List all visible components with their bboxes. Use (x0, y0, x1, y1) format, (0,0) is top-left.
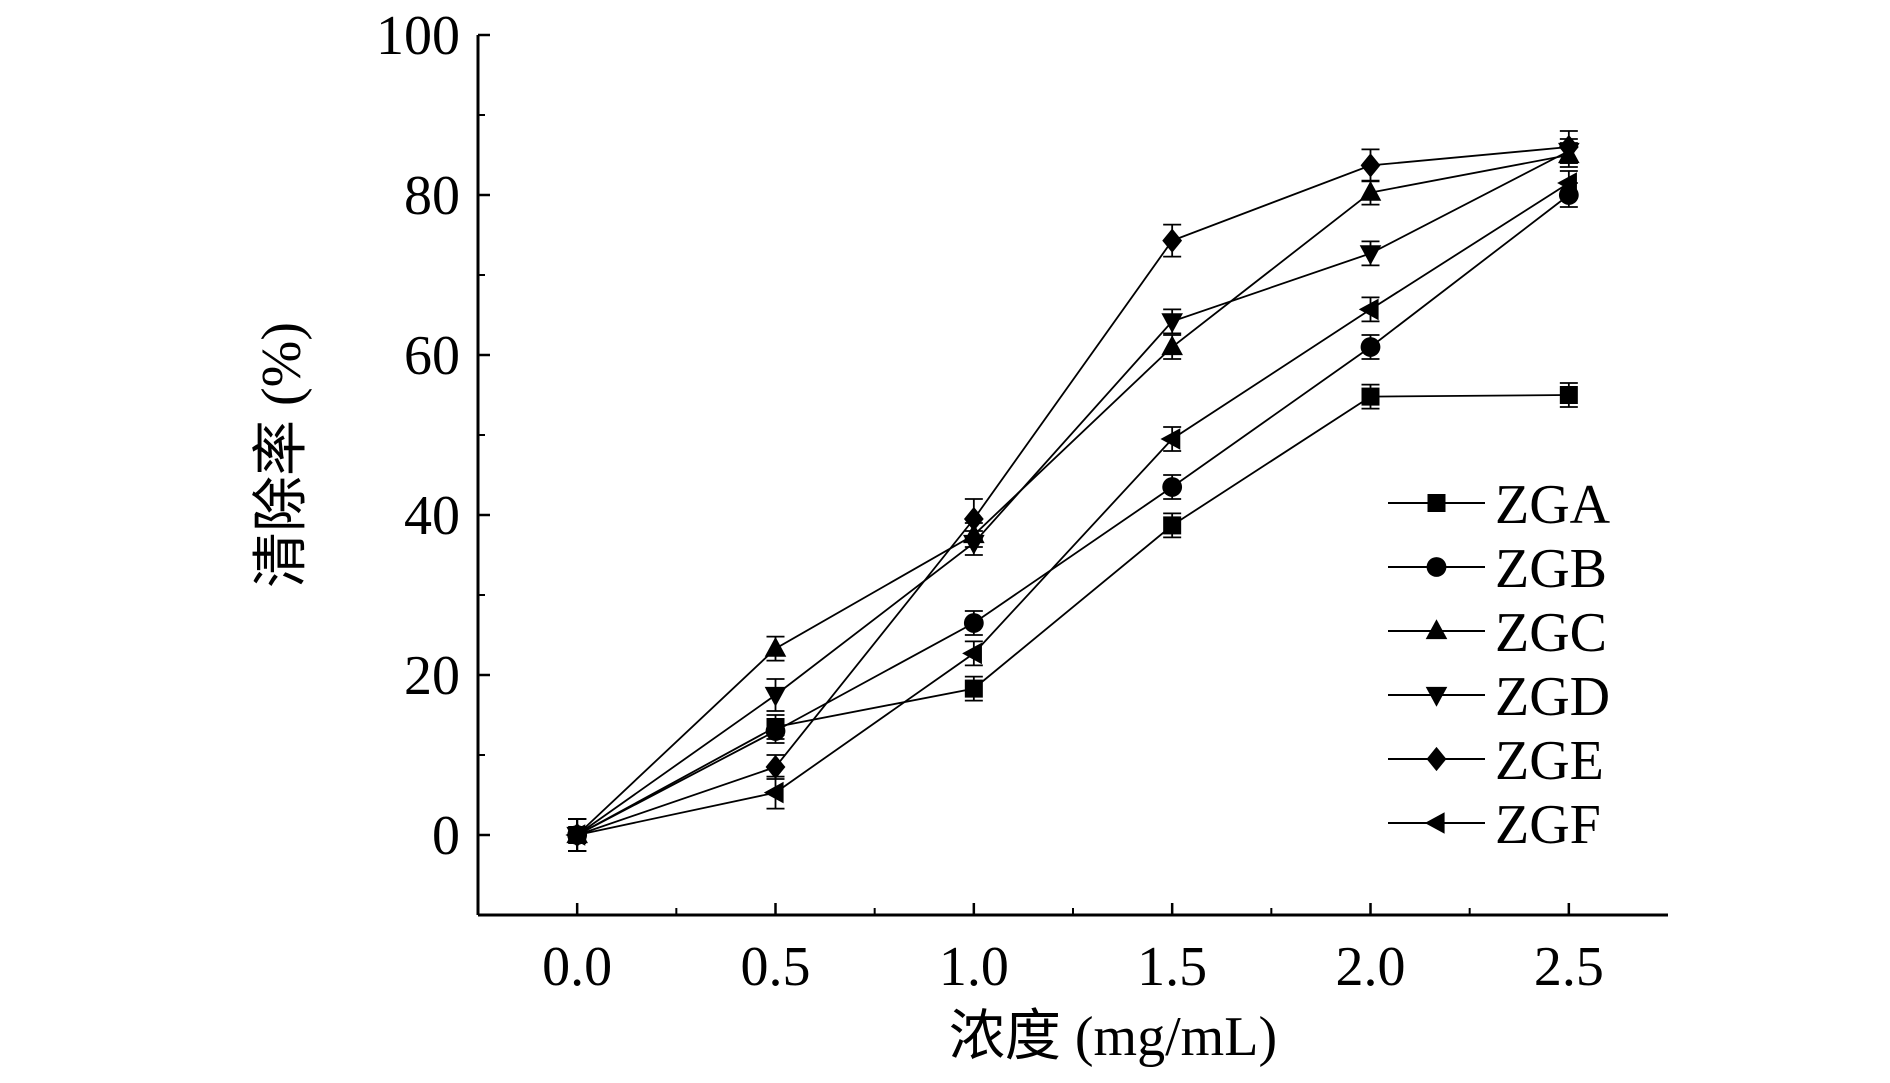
data-point-zgb (963, 613, 984, 633)
y-tick-label: 100 (376, 5, 460, 67)
data-point-zgd (1161, 313, 1183, 334)
series-zgb (567, 182, 1579, 852)
legend-item-zgd: ZGD (1388, 666, 1610, 728)
legend-label-zgc: ZGC (1495, 602, 1607, 664)
x-tick-label: 1.0 (939, 936, 1009, 998)
legend-marker-zgf (1424, 812, 1445, 834)
data-point-zge (1360, 153, 1381, 178)
series-layer (565, 130, 1580, 852)
series-line-zgc (576, 154, 1570, 836)
data-point-zgf (1160, 428, 1181, 450)
data-point-zgf (1358, 298, 1379, 321)
series-line-zge (576, 146, 1569, 836)
series-line-zgf (576, 182, 1570, 836)
data-point-zge (1162, 228, 1183, 253)
data-point-zgf (763, 781, 784, 804)
legend-item-zge: ZGE (1388, 730, 1604, 792)
legend-label-zga: ZGA (1495, 474, 1611, 536)
series-zge (567, 130, 1579, 852)
legend-marker-zga (1427, 494, 1446, 512)
data-point-zgb (765, 721, 786, 741)
y-axis-title: 清除率 (%) (251, 322, 313, 588)
data-point-zgd (1359, 245, 1382, 266)
legend-item-zga: ZGA (1388, 474, 1611, 536)
legend-item-zgc: ZGC (1388, 602, 1607, 664)
data-point-zge (963, 506, 984, 532)
data-point-zgb (1162, 477, 1183, 497)
data-point-zge (765, 754, 786, 780)
x-tick-label: 0.0 (542, 936, 612, 998)
y-tick-label: 80 (404, 165, 460, 227)
data-point-zgc (1161, 335, 1183, 356)
x-tick-label: 2.0 (1336, 936, 1406, 998)
data-point-zga (1559, 386, 1578, 404)
data-point-zga (1163, 516, 1182, 535)
data-point-zgf (962, 642, 982, 665)
x-axis-title: 浓度 (mg/mL) (949, 1006, 1277, 1068)
y-tick-label: 0 (432, 805, 460, 867)
x-tick-label: 1.5 (1137, 936, 1207, 998)
data-point-zga (1361, 387, 1380, 406)
legend-item-zgb: ZGB (1388, 538, 1607, 600)
data-point-zgf (1557, 172, 1577, 194)
axes: 0.0 0.5 1.0 1.5 2.0 2.5 0 20 40 60 80 100 (376, 5, 1668, 998)
legend-label-zgf: ZGF (1495, 794, 1601, 856)
data-point-zga (964, 679, 983, 698)
y-tick-label: 40 (404, 485, 460, 547)
series-line-zga (576, 394, 1569, 836)
legend-marker-zge (1426, 746, 1447, 772)
y-tick-label: 60 (404, 325, 460, 387)
data-point-zgd (764, 686, 787, 707)
data-point-zgc (1359, 180, 1382, 201)
legend-label-zgd: ZGD (1495, 666, 1610, 728)
legend-label-zgb: ZGB (1495, 538, 1607, 600)
data-point-zgb (1360, 337, 1381, 357)
legend-marker-zgd (1425, 686, 1448, 707)
data-point-zgc (764, 636, 787, 657)
legend-marker-zgc (1425, 619, 1448, 640)
series-zga (568, 382, 1578, 852)
data-point-zge (1558, 134, 1579, 160)
x-tick-label: 2.5 (1534, 936, 1604, 998)
legend-item-zgf: ZGF (1388, 794, 1601, 856)
y-tick-label: 20 (404, 645, 460, 707)
data-point-zgf (565, 824, 586, 846)
legend-marker-zgb (1426, 557, 1447, 577)
series-line-zgb (576, 194, 1570, 836)
series-line-zgd (576, 150, 1570, 836)
x-tick-label: 0.5 (741, 936, 811, 998)
legend-label-zge: ZGE (1495, 730, 1604, 792)
series-zgf (565, 170, 1578, 852)
